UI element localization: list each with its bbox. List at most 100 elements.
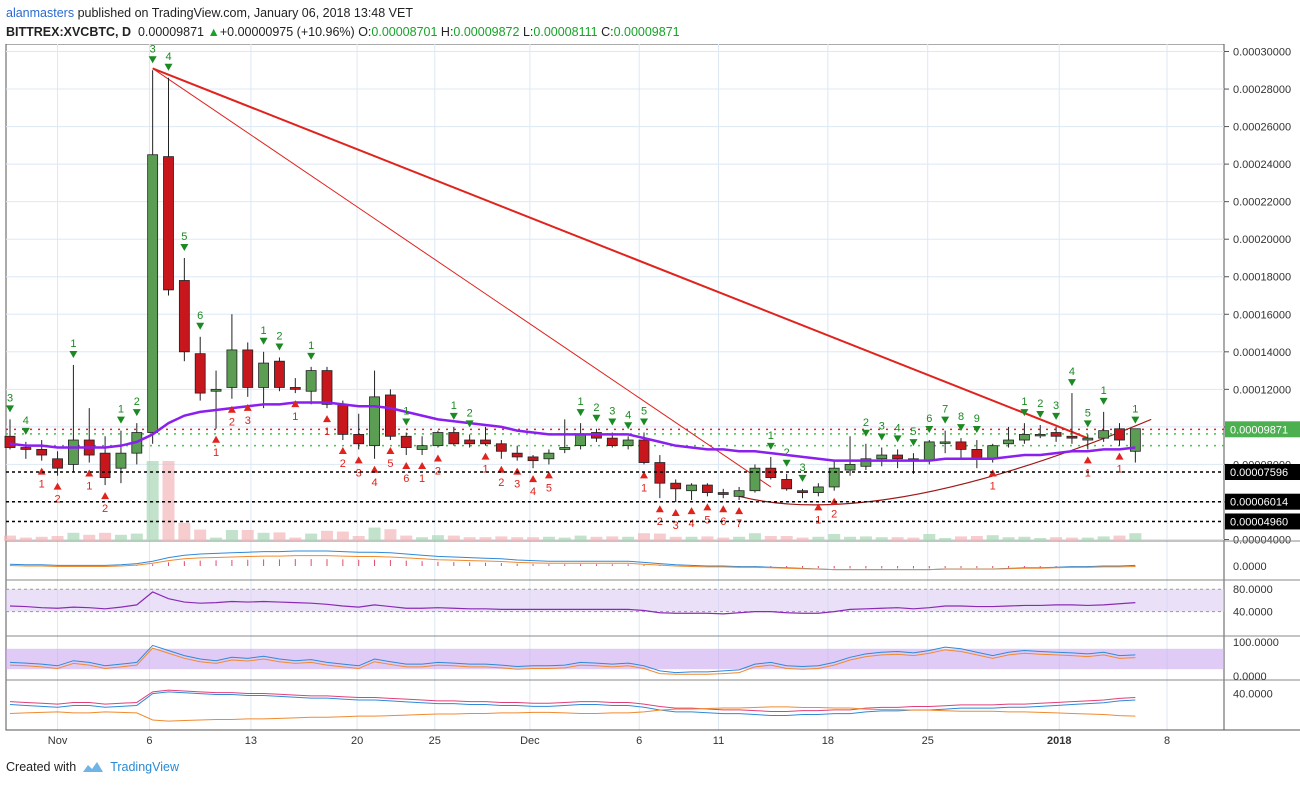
sell-setup-marker-icon xyxy=(148,56,157,64)
sell-setup-marker-icon xyxy=(877,433,886,441)
volume-bar xyxy=(178,522,191,541)
macd-line xyxy=(9,550,1136,571)
candle-body xyxy=(210,388,222,392)
volume-bar xyxy=(542,536,555,541)
volume-bar xyxy=(780,536,793,541)
x-tick-label: 20 xyxy=(351,735,363,747)
volume-bar xyxy=(638,533,650,541)
volume-bar xyxy=(606,536,619,541)
volume-bar xyxy=(1081,537,1094,541)
candle-body xyxy=(36,449,48,456)
sell-setup-count: 3 xyxy=(879,421,885,433)
high-value: 0.00009872 xyxy=(453,25,520,39)
candle-body xyxy=(194,353,206,394)
volume-bar xyxy=(717,537,730,541)
buy-setup-marker-icon xyxy=(481,452,490,460)
candle-body xyxy=(20,447,32,450)
candle-body xyxy=(939,441,951,444)
sell-setup-count: 2 xyxy=(467,407,473,419)
sell-setup-marker-icon xyxy=(909,439,918,447)
candle-body xyxy=(495,443,507,452)
chart-frame xyxy=(5,44,1225,731)
candle-body xyxy=(638,439,650,463)
sell-setup-count: 1 xyxy=(308,340,314,352)
buy-setup-count: 2 xyxy=(229,417,235,429)
buy-setup-count: 1 xyxy=(292,411,298,423)
candle-body xyxy=(781,479,793,490)
candle-body xyxy=(1129,428,1141,452)
author-link[interactable]: alanmasters xyxy=(6,6,75,20)
low-value: 0.00008111 xyxy=(533,25,598,39)
buy-setup-marker-icon xyxy=(719,505,728,513)
price-label: 0.00004960 xyxy=(1230,516,1288,528)
price-chart[interactable]: 0.000040000.000060000.000080000.00010000… xyxy=(0,44,1300,758)
y-tick-label: 0.00020000 xyxy=(1233,234,1291,246)
tradingview-link[interactable]: TradingView xyxy=(110,760,179,774)
candle-body xyxy=(702,484,713,493)
buy-setup-marker-icon xyxy=(418,462,427,470)
x-tick-label: 25 xyxy=(429,735,441,747)
sell-setup-count: 1 xyxy=(261,325,267,337)
sell-setup-count: 5 xyxy=(181,231,187,243)
price-label: 0.00007596 xyxy=(1230,467,1288,479)
sell-setup-marker-icon xyxy=(275,343,284,351)
y-tick-label: 0.00004000 xyxy=(1233,534,1291,546)
sell-setup-count: 1 xyxy=(1021,396,1027,408)
buy-setup-marker-icon xyxy=(37,467,46,475)
volume-bar xyxy=(1018,536,1031,541)
close-value: 0.00009871 xyxy=(613,25,680,39)
buy-setup-marker-icon xyxy=(544,471,553,479)
volume-bar xyxy=(1050,537,1063,541)
volume-bar xyxy=(1002,537,1015,541)
sell-setup-marker-icon xyxy=(798,474,807,482)
y-tick-label: 0.00016000 xyxy=(1233,309,1291,321)
buy-setup-marker-icon xyxy=(101,492,110,500)
candle-body xyxy=(384,394,396,437)
volume-bar xyxy=(336,531,349,541)
volume-bar xyxy=(1034,538,1047,541)
x-tick-label: Dec xyxy=(520,735,540,747)
buy-setup-count: 1 xyxy=(1085,467,1091,479)
volume-bar xyxy=(891,537,904,541)
sell-setup-marker-icon xyxy=(1052,412,1061,420)
rsi-tick-label: 80.0000 xyxy=(1233,584,1273,596)
candle-body xyxy=(242,349,254,388)
stoch-k-line xyxy=(9,644,1136,674)
buy-setup-marker-icon xyxy=(212,435,221,443)
buy-setup-count: 1 xyxy=(419,473,425,485)
buy-setup-marker-icon xyxy=(291,400,300,408)
sell-setup-marker-icon xyxy=(196,322,205,330)
buy-setup-marker-icon xyxy=(640,471,648,479)
buy-setup-marker-icon xyxy=(1083,456,1092,464)
volume-bar xyxy=(574,535,587,541)
buy-setup-count: 4 xyxy=(371,477,377,489)
buy-setup-count: 2 xyxy=(340,458,346,470)
sell-setup-count: 2 xyxy=(134,396,140,408)
sell-setup-count: 4 xyxy=(1069,366,1075,378)
buy-setup-marker-icon xyxy=(529,475,538,483)
volume-bar xyxy=(844,536,857,541)
candle-body xyxy=(99,452,111,478)
price-label-box xyxy=(1225,493,1300,510)
volume-bar xyxy=(511,537,524,541)
sell-setup-marker-icon xyxy=(1067,379,1076,387)
sell-setup-marker-icon xyxy=(21,427,30,435)
candle-body xyxy=(749,467,761,492)
sell-setup-marker-icon xyxy=(766,442,775,450)
candle-body xyxy=(670,482,682,490)
sell-setup-marker-icon xyxy=(1099,397,1108,405)
price-change: +0.00000975 (+10.96%) xyxy=(219,25,355,39)
volume-bar xyxy=(463,537,476,541)
volume-bar xyxy=(241,530,254,541)
candle-body xyxy=(654,462,666,484)
price-label-box xyxy=(1225,464,1300,481)
close-label: C: xyxy=(601,25,614,39)
volume-bar xyxy=(527,537,540,541)
ohlc-line: BITTREX:XVCBTC, D 0.00009871 ▲+0.0000097… xyxy=(6,23,680,42)
sell-setup-marker-icon xyxy=(861,429,870,437)
sell-setup-marker-icon xyxy=(6,405,14,413)
volume-bar xyxy=(812,536,825,541)
volume-bar xyxy=(400,535,413,541)
volume-bar xyxy=(321,530,333,541)
sell-setup-count: 3 xyxy=(1053,400,1059,412)
